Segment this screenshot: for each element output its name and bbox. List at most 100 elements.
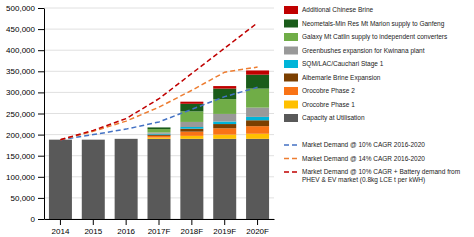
bar bbox=[115, 138, 138, 139]
bar bbox=[246, 89, 269, 108]
tick-mark bbox=[191, 219, 192, 225]
tick-label: 350,000 bbox=[6, 67, 35, 76]
legend-swatch bbox=[284, 60, 298, 68]
bar bbox=[180, 136, 203, 139]
bar bbox=[148, 136, 171, 138]
bar bbox=[213, 135, 236, 139]
x-axis: 2014 2015 2016 2017F 2018F 2019F 2020F bbox=[45, 219, 275, 236]
bar bbox=[115, 138, 138, 139]
grid bbox=[44, 8, 274, 219]
legend-item: Orocobre Phase 1 bbox=[284, 101, 355, 109]
bar bbox=[180, 102, 203, 104]
legend-item: Greenbushes expansion for Kwinana plant bbox=[284, 47, 425, 55]
bar bbox=[82, 139, 105, 140]
legend-label: Albemarle Brine Expansion bbox=[302, 74, 381, 82]
tick-label: 50,000 bbox=[11, 194, 36, 203]
legend-swatch bbox=[284, 20, 298, 28]
bar bbox=[115, 138, 138, 139]
legend-label: Additional Chinese Brine bbox=[302, 6, 374, 13]
legend-item: Orocobre Phase 2 bbox=[284, 87, 355, 95]
tick: 400,000 bbox=[6, 46, 44, 55]
bar bbox=[180, 104, 203, 112]
grid-line bbox=[44, 50, 274, 51]
line bbox=[60, 23, 257, 140]
legend-swatch bbox=[284, 33, 298, 41]
tick: 2019F bbox=[213, 219, 236, 236]
tick: 2018F bbox=[181, 219, 204, 236]
tick-label: 150,000 bbox=[6, 152, 35, 161]
legend: Additional Chinese BrineNeometals-Min Re… bbox=[284, 6, 460, 184]
bar bbox=[180, 127, 203, 129]
tick: 2014 bbox=[52, 219, 70, 236]
bar bbox=[82, 139, 105, 140]
bar-series bbox=[148, 120, 270, 136]
axis-domain bbox=[44, 9, 45, 220]
tick-mark bbox=[93, 219, 94, 225]
legend-item: Additional Chinese Brine bbox=[284, 6, 374, 14]
bar-series bbox=[148, 126, 270, 137]
tick: 250,000 bbox=[6, 110, 44, 119]
bar bbox=[115, 138, 138, 139]
bar bbox=[213, 99, 236, 114]
tick-label: 250,000 bbox=[6, 110, 35, 119]
legend-label: Orocobre Phase 2 bbox=[302, 87, 355, 94]
tick: 2017F bbox=[148, 219, 171, 236]
tick: 2015 bbox=[84, 219, 102, 236]
bar bbox=[246, 70, 269, 74]
bar bbox=[115, 138, 138, 139]
tick-label: 450,000 bbox=[6, 25, 35, 34]
tick-label: 2017F bbox=[148, 227, 171, 236]
bar bbox=[246, 75, 269, 89]
bar bbox=[148, 127, 171, 128]
bar bbox=[82, 139, 105, 140]
tick-mark bbox=[38, 114, 44, 115]
bar bbox=[213, 124, 236, 128]
tick-label: 2020F bbox=[246, 227, 269, 236]
tick: 450,000 bbox=[6, 25, 44, 34]
bar bbox=[180, 139, 203, 219]
bar bbox=[82, 139, 105, 140]
bar bbox=[82, 139, 105, 140]
legend-label: Capacity at Utilisation bbox=[302, 114, 365, 122]
bar bbox=[148, 135, 171, 136]
tick-mark bbox=[38, 71, 44, 72]
legend-label: Market Demand @ 10% CAGR 2016-2020 bbox=[302, 141, 425, 148]
tick: 150,000 bbox=[6, 152, 44, 161]
tick: 2020F bbox=[246, 219, 269, 236]
bar bbox=[213, 128, 236, 134]
tick-mark bbox=[38, 50, 44, 51]
tick-label: 2019F bbox=[213, 227, 236, 236]
tick: 50,000 bbox=[11, 194, 44, 203]
bar bbox=[148, 139, 171, 219]
tick-mark bbox=[38, 8, 44, 9]
bar-series bbox=[148, 134, 270, 139]
tick-mark bbox=[38, 29, 44, 30]
legend-label: Orocobre Phase 1 bbox=[302, 101, 355, 108]
bar bbox=[115, 138, 138, 139]
legend-swatch bbox=[284, 144, 298, 146]
tick: 350,000 bbox=[6, 67, 44, 76]
tick-label: 2016 bbox=[117, 227, 135, 236]
legend-item: Albemarle Brine Expansion bbox=[284, 74, 381, 82]
grid-line bbox=[44, 113, 274, 114]
tick-mark bbox=[38, 198, 44, 199]
legend-swatch bbox=[284, 171, 298, 173]
bar bbox=[148, 129, 171, 132]
tick-mark bbox=[38, 219, 44, 220]
bar-series bbox=[148, 108, 270, 134]
bar bbox=[115, 138, 138, 139]
grid-line bbox=[44, 29, 274, 30]
bar bbox=[82, 140, 105, 219]
bar bbox=[180, 111, 203, 122]
legend-label: Market Demand @ 10% CAGR + Battery deman… bbox=[302, 168, 460, 184]
tick-mark bbox=[60, 219, 61, 225]
legend-swatch bbox=[284, 114, 298, 122]
legend-item: Market Demand @ 10% CAGR + Battery deman… bbox=[284, 168, 460, 184]
bar bbox=[213, 139, 236, 219]
bar bbox=[148, 127, 171, 129]
bar bbox=[246, 108, 269, 117]
bar bbox=[148, 132, 171, 133]
tick-label: 2014 bbox=[52, 227, 70, 236]
bar bbox=[246, 126, 269, 134]
plot: 050,000100,000150,000200,000250,000300,0… bbox=[6, 4, 274, 236]
